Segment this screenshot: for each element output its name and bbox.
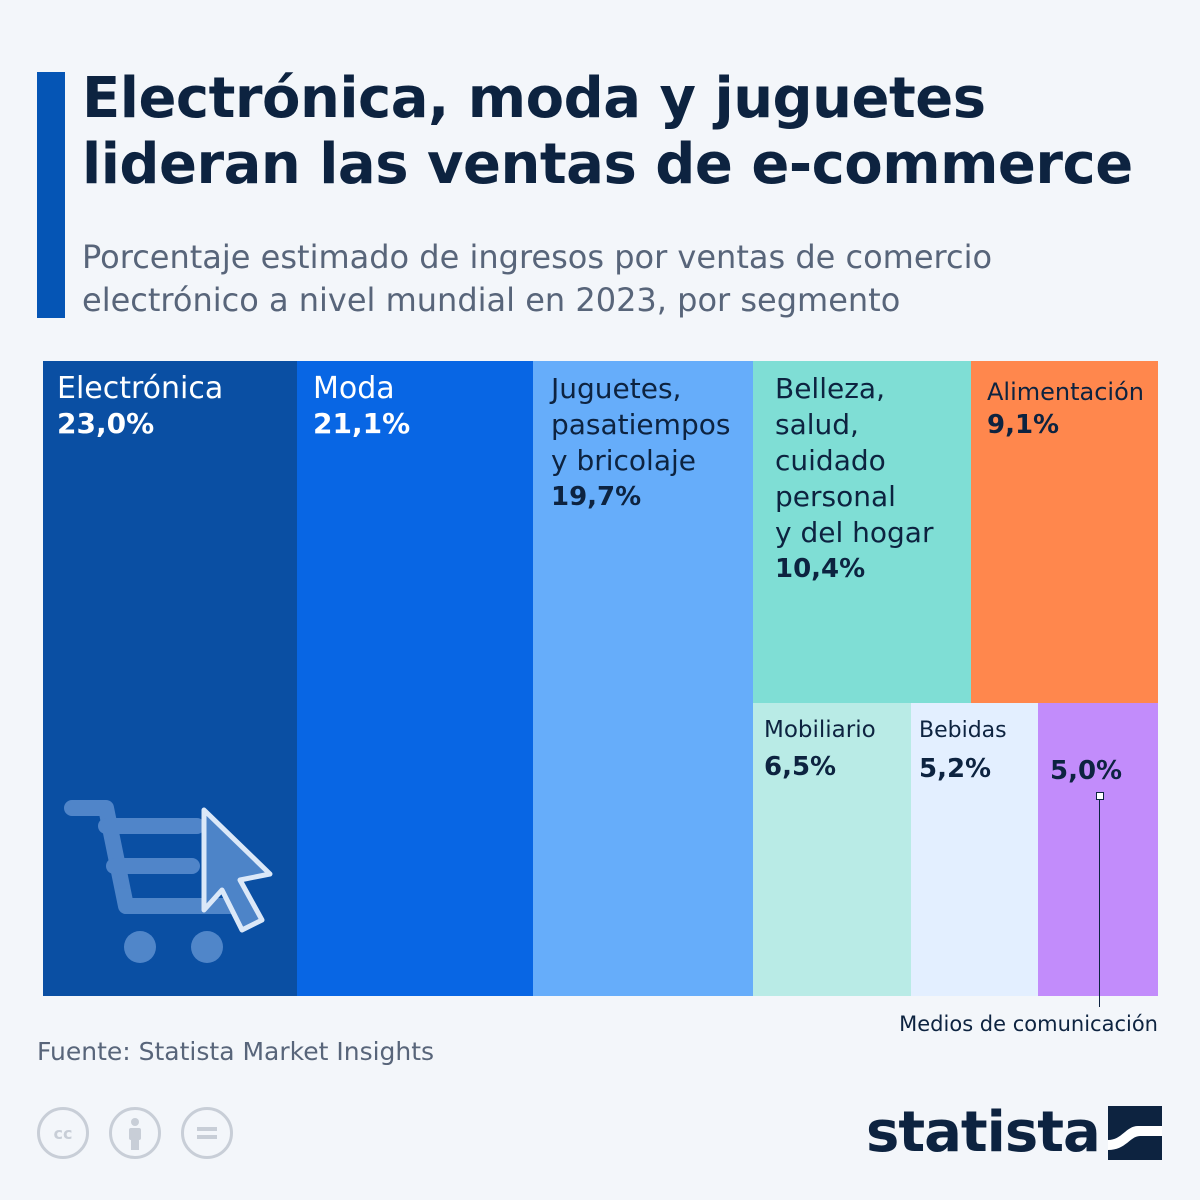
statista-brand[interactable]: statista — [866, 1100, 1166, 1166]
tile-moda: Moda 21,1% — [297, 361, 533, 996]
callout-label-medios: Medios de comunicación — [899, 1012, 1158, 1036]
title-accent-bar — [37, 72, 65, 318]
tile-mobiliario: Mobiliario 6,5% — [753, 703, 911, 996]
brand-wordmark: statista — [866, 1100, 1101, 1165]
title-line: Electrónica, moda y juguetes — [82, 66, 986, 131]
title-line: lideran las ventas de e-commerce — [82, 132, 1133, 197]
tile-alimentacion: Alimentación 9,1% — [971, 361, 1158, 703]
page-title: Electrónica, moda y juguetes lideran las… — [82, 66, 1182, 198]
tile-medios: 5,0% — [1038, 703, 1158, 996]
tile-label: Electrónica — [57, 371, 224, 406]
tile-juguetes: Juguetes, pasatiempos y bricolaje 19,7% — [533, 361, 753, 996]
tile-value: 6,5% — [764, 752, 837, 782]
tile-value: 23,0% — [57, 407, 155, 440]
tile-label: Alimentación — [987, 378, 1144, 406]
cc-icon[interactable]: cc — [37, 1107, 89, 1159]
tile-label: Mobiliario — [764, 717, 876, 743]
callout-marker — [1096, 792, 1104, 800]
shopping-cart-icon — [64, 800, 273, 963]
source-note: Fuente: Statista Market Insights — [37, 1037, 435, 1066]
svg-text:cc: cc — [54, 1124, 73, 1143]
tile-belleza: Belleza, salud, cuidado personal y del h… — [753, 361, 971, 703]
no-derivatives-icon[interactable] — [181, 1107, 233, 1159]
callout-line — [1099, 799, 1100, 1007]
page-subtitle: Porcentaje estimado de ingresos por vent… — [82, 236, 1182, 322]
tile-electronica: Electrónica 23,0% — [43, 361, 297, 996]
tile-label: Belleza, salud, cuidado personal y del h… — [775, 372, 934, 549]
attribution-icon[interactable] — [109, 1107, 161, 1159]
subtitle-line: Porcentaje estimado de ingresos por vent… — [82, 238, 993, 276]
tile-bebidas: Bebidas 5,2% — [911, 703, 1038, 996]
tile-value: 5,0% — [1050, 756, 1123, 786]
tile-value: 5,2% — [919, 754, 992, 784]
tile-value: 19,7% — [551, 482, 642, 512]
tile-value: 9,1% — [987, 410, 1060, 440]
tile-label: Bebidas — [919, 718, 1007, 743]
statista-logo-icon — [1108, 1106, 1162, 1160]
subtitle-line: electrónico a nivel mundial en 2023, por… — [82, 281, 901, 319]
tile-label: Moda — [313, 371, 395, 406]
tile-label: Juguetes, pasatiempos y bricolaje — [551, 372, 731, 477]
tile-value: 21,1% — [313, 407, 411, 440]
tile-value: 10,4% — [775, 554, 866, 584]
